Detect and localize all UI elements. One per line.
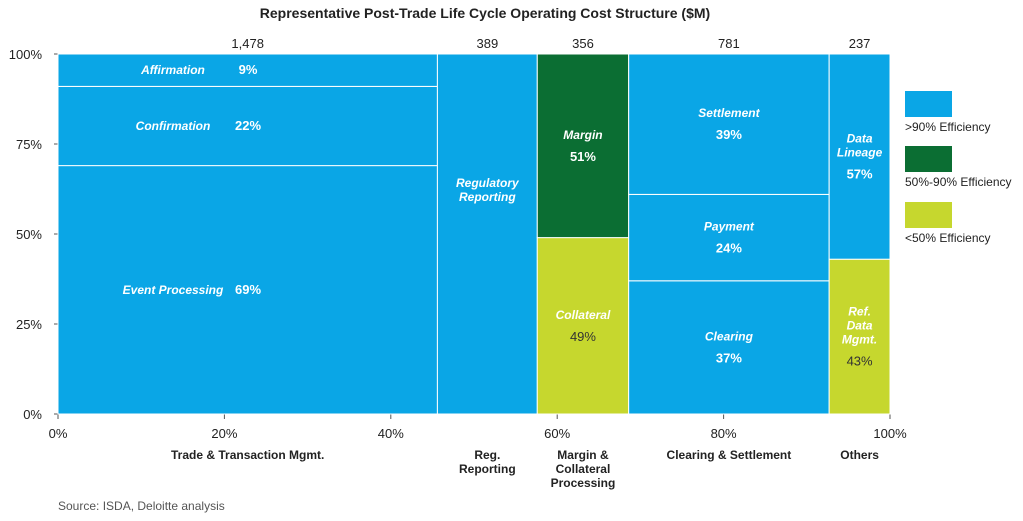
bar-segment-settlement <box>628 53 830 195</box>
axes: 0% 25% 50% 75% 100% 0% 20% 40% 60% 80% 100% 1,478 Tr… <box>9 36 907 490</box>
segment-pct-label: 43% <box>847 354 873 369</box>
x-tick-label: 60% <box>544 426 570 441</box>
category-label: Others <box>840 448 879 462</box>
x-tick-label: 40% <box>378 426 404 441</box>
bar-segment-regulatory-reporting <box>436 53 538 415</box>
bar-segment-confirmation <box>57 85 438 167</box>
bar-segment-ref-data-mgmt <box>828 258 891 415</box>
segment-pct-label: 51% <box>570 149 596 164</box>
legend-label: >90% Efficiency <box>905 120 991 134</box>
bar-segment-clearing <box>628 280 830 415</box>
segment-name-label: Ref. Data Mgmt. <box>842 305 877 347</box>
column-total-label: 356 <box>572 36 594 51</box>
bar-segment-margin <box>536 53 630 239</box>
x-tick-label: 0% <box>49 426 68 441</box>
bar-segment-data-lineage <box>828 53 891 260</box>
segment-name-label: Clearing <box>705 329 754 343</box>
segment-name-label: Margin <box>563 128 602 142</box>
x-tick-label: 100% <box>873 426 907 441</box>
bar-segment-collateral <box>536 237 630 415</box>
segment-labels: Event Processing 69% Confirmation 22% Affirm… <box>123 62 883 368</box>
y-tick-label: 25% <box>16 317 42 332</box>
legend-swatch-mid <box>905 146 952 172</box>
bar-segment-affirmation <box>57 53 438 87</box>
legend-label: 50%-90% Efficiency <box>905 175 1012 189</box>
y-tick-label: 0% <box>23 407 42 422</box>
segment-name-label: Event Processing <box>123 283 224 297</box>
segment-name-label: Regulatory Reporting <box>456 176 520 204</box>
segment-pct-label: 39% <box>716 127 742 142</box>
legend-swatch-low <box>905 202 952 228</box>
column-total-label: 1,478 <box>231 36 264 51</box>
category-label: Reg. Reporting <box>459 448 516 476</box>
segment-pct-label: 9% <box>239 62 258 77</box>
segment-pct-label: 37% <box>716 350 742 365</box>
column-total-label: 781 <box>718 36 740 51</box>
category-label: Margin & Collateral Processing <box>551 448 616 490</box>
y-tick-label: 50% <box>16 227 42 242</box>
legend-label: <50% Efficiency <box>905 231 991 245</box>
category-label: Trade & Transaction Mgmt. <box>171 448 324 462</box>
segment-name-label: Data Lineage <box>837 132 883 160</box>
legend: >90% Efficiency 50%-90% Efficiency <50% Ef… <box>905 91 1012 245</box>
x-tick-label: 20% <box>211 426 237 441</box>
bar-segment-payment <box>628 193 830 282</box>
y-tick-label: 100% <box>9 47 43 62</box>
segment-pct-label: 22% <box>235 118 261 133</box>
legend-swatch-high <box>905 91 952 117</box>
segment-name-label: Collateral <box>556 308 611 322</box>
segment-pct-label: 69% <box>235 282 261 297</box>
y-tick-label: 75% <box>16 137 42 152</box>
source-note: Source: ISDA, Deloitte analysis <box>58 499 225 513</box>
segment-pct-label: 57% <box>847 167 873 182</box>
segment-pct-label: 49% <box>570 329 596 344</box>
bar-segment-event-processing <box>57 165 438 415</box>
segment-name-label: Confirmation <box>136 119 211 133</box>
column-total-label: 389 <box>476 36 498 51</box>
segment-name-label: Payment <box>704 220 755 234</box>
chart-title: Representative Post-Trade Life Cycle Ope… <box>260 5 710 21</box>
segment-name-label: Affirmation <box>140 63 205 77</box>
segment-name-label: Settlement <box>698 106 760 120</box>
segment-pct-label: 24% <box>716 241 742 256</box>
column-total-label: 237 <box>849 36 871 51</box>
x-tick-label: 80% <box>711 426 737 441</box>
category-label: Clearing & Settlement <box>667 448 792 462</box>
bars <box>57 53 891 415</box>
